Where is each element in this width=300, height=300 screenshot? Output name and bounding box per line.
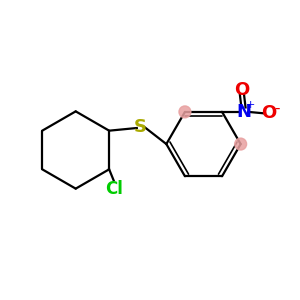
Text: O: O [234, 82, 250, 100]
Text: -: - [274, 100, 280, 116]
Text: N: N [236, 103, 251, 121]
Circle shape [235, 138, 247, 150]
Text: O: O [261, 104, 276, 122]
Circle shape [179, 106, 191, 118]
Text: Cl: Cl [105, 180, 123, 198]
Text: S: S [134, 118, 147, 136]
Text: +: + [246, 100, 256, 110]
